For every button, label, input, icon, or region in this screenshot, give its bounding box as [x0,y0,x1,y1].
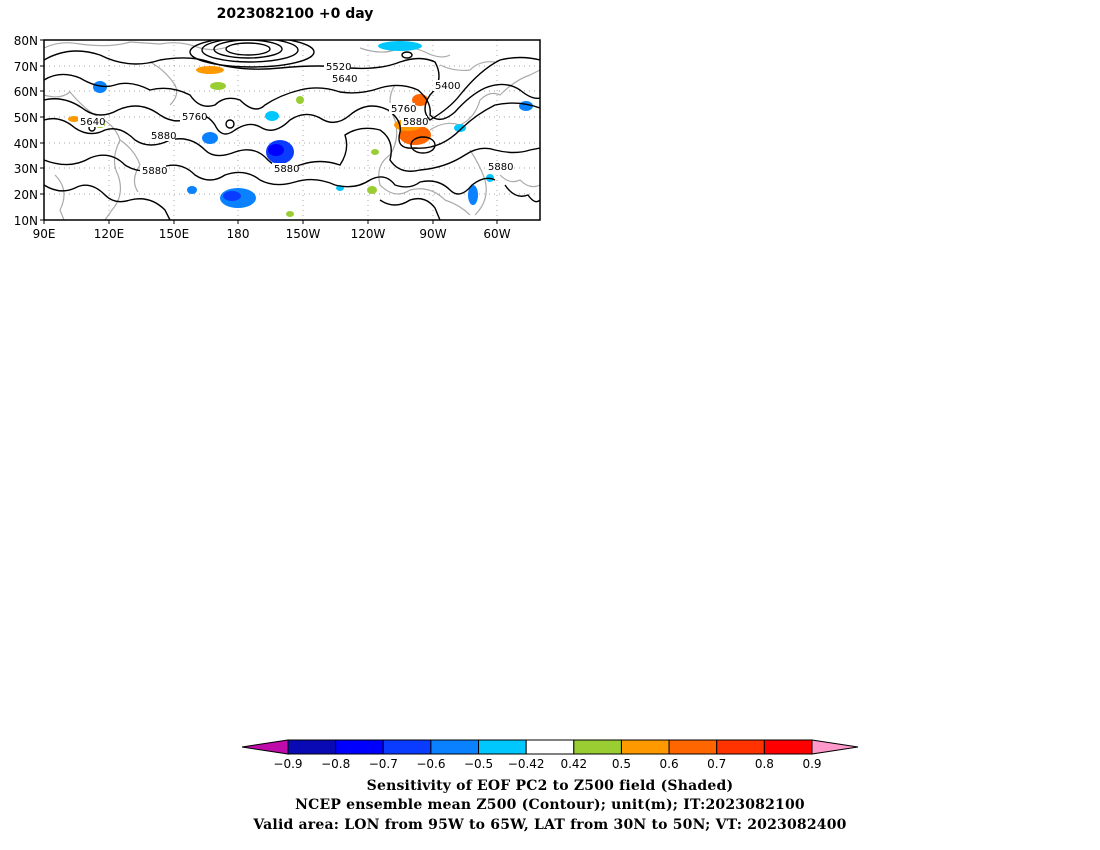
contour-label: 5880 [403,117,428,128]
lat-tick-label: 70N [14,60,38,74]
colorbar-label: −0.9 [273,757,302,771]
colorbar-swatch [287,739,337,755]
lat-tick-label: 80N [14,34,38,48]
lat-tick-label: 50N [14,111,38,125]
colorbar-label: 0.6 [660,757,679,771]
contour-label: 5880 [274,164,299,175]
colorbar-label: −0.6 [416,757,445,771]
colorbar-swatch [668,739,718,755]
coastlines [44,41,540,220]
lat-tick-label: 30N [14,162,38,176]
map-title: 2023082100 +0 day [216,6,374,22]
colorbar-swatch [716,739,765,755]
colorbar-swatch [335,739,384,755]
contour-label: 5640 [80,117,105,128]
lon-tick-label: 90E [33,227,56,241]
lon-tick-label: 90W [419,227,446,241]
colorbar-arrow-right [811,739,859,755]
colorbar-label: −0.42 [508,757,545,771]
colorbar-label: 0.9 [802,757,821,771]
lon-labels: 90E 120E 150E 180 150W 120W 90W 60W [33,227,511,241]
colorbar-swatch [478,739,527,755]
lon-tick-label: 120W [351,227,386,241]
colorbar-swatch [620,739,670,755]
caption-line-3: Valid area: LON from 95W to 65W, LAT fro… [253,817,847,833]
lat-tick-label: 60N [14,85,38,99]
colorbar-label: −0.5 [464,757,493,771]
contour-label: 5400 [435,81,460,92]
colorbar-swatch [573,739,622,755]
colorbar-label: −0.7 [369,757,398,771]
colorbar-swatch [763,739,813,755]
colorbar-label: 0.7 [707,757,726,771]
lon-axis [43,220,498,224]
lon-tick-label: 150W [286,227,321,241]
lon-tick-label: 60W [483,227,510,241]
shaded-patches [68,41,533,217]
colorbar-arrow-left [241,739,289,755]
caption-line-1: Sensitivity of EOF PC2 to Z500 field (Sh… [366,778,734,794]
map-content: 5520 5640 5400 5760 5880 5640 5760 5880 … [44,40,540,220]
contour-label: 5760 [182,112,207,123]
map-frame [43,39,541,221]
lat-tick-label: 10N [14,214,38,228]
lon-tick-label: 180 [227,227,250,241]
colorbar-label: 0.8 [755,757,774,771]
lat-axis [40,39,44,221]
colorbar-swatch [525,739,575,755]
contour-label: 5520 [326,62,351,73]
contour-label: 5880 [151,131,176,142]
lat-labels: 80N 70N 60N 50N 40N 30N 20N 10N [14,34,38,228]
colorbar: −0.9 −0.8 −0.7 −0.6 −0.5 −0.42 0.42 0.5 0.6 0.7 0.… [241,739,859,771]
colorbar-label: 0.5 [612,757,631,771]
lon-tick-label: 150E [159,227,190,241]
lat-tick-label: 20N [14,188,38,202]
contour-label: 5640 [332,74,357,85]
colorbar-swatch [430,739,480,755]
contour-label: 5880 [488,162,513,173]
z500-contours [44,40,540,220]
contour-label: 5880 [142,166,167,177]
contour-labels: 5520 5640 5400 5760 5880 5640 5760 5880 … [78,61,513,177]
lat-tick-label: 40N [14,137,38,151]
contour-label: 5760 [391,104,416,115]
colorbar-swatch [382,739,432,755]
caption-line-2: NCEP ensemble mean Z500 (Contour); unit(… [295,797,805,813]
colorbar-label: −0.8 [321,757,350,771]
colorbar-label: 0.42 [560,757,587,771]
lon-tick-label: 120E [94,227,125,241]
